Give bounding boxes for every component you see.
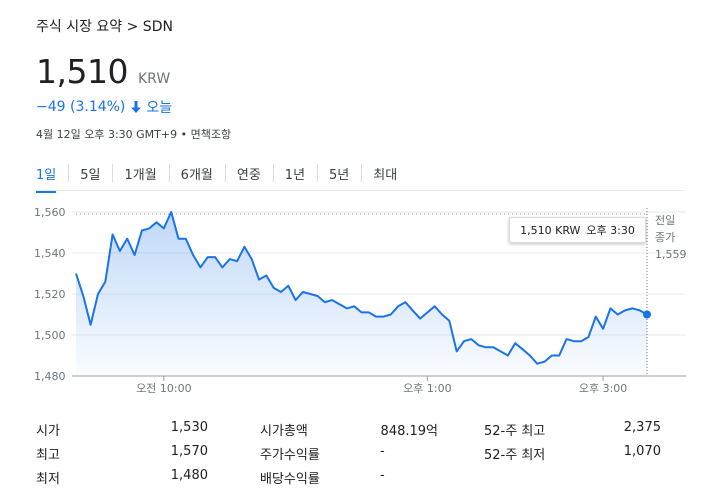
prev-close-label: 전일 종가 1,559 bbox=[655, 212, 687, 263]
stat-label: 시가 bbox=[36, 424, 60, 439]
stat-value: 848.19억 bbox=[380, 424, 438, 439]
price-change-row: −49 (3.14%) 오늘 bbox=[36, 97, 172, 117]
stat-label: 52-주 최저 bbox=[484, 448, 546, 463]
stat-value: 1,570 bbox=[170, 444, 208, 459]
stat-value: 1,480 bbox=[170, 468, 208, 483]
tab-max[interactable]: 최대 bbox=[361, 160, 409, 193]
price-line bbox=[75, 211, 648, 365]
breadcrumb[interactable]: 주식 시장 요약 > SDN bbox=[36, 19, 173, 35]
y-tick-label: 1,480 bbox=[34, 370, 66, 383]
tab-1m[interactable]: 1개월 bbox=[112, 160, 168, 193]
stat-value: 1,070 bbox=[623, 444, 661, 459]
tab-5d[interactable]: 5일 bbox=[68, 160, 112, 193]
y-tick-label: 1,560 bbox=[34, 206, 66, 219]
x-tick-label: 오전 10:00 bbox=[136, 382, 191, 395]
prev-close-label-line2: 종가 bbox=[655, 231, 676, 244]
tabs-divider bbox=[36, 190, 684, 191]
stat-label: 주가수익률 bbox=[260, 448, 320, 463]
stat-value: 1,530 bbox=[170, 420, 208, 435]
stat-label: 52-주 최고 bbox=[484, 424, 546, 439]
stat-label: 시가총액 bbox=[260, 424, 308, 439]
last-price-point bbox=[643, 310, 651, 319]
tooltip-price: 1,510 KRW bbox=[520, 223, 581, 237]
price-area bbox=[76, 212, 647, 376]
y-tick-label: 1,540 bbox=[34, 247, 66, 260]
tab-ytd[interactable]: 연중 bbox=[224, 160, 273, 193]
stat-label: 배당수익률 bbox=[260, 472, 320, 487]
tab-1d[interactable]: 1일 bbox=[24, 160, 68, 193]
price-change: −49 (3.14%) bbox=[36, 99, 126, 115]
prev-close-value: 1,559 bbox=[655, 248, 687, 261]
tab-6m[interactable]: 6개월 bbox=[168, 160, 225, 193]
range-tabs: 1일 5일 1개월 6개월 연중 1년 5년 최대 bbox=[24, 160, 409, 193]
timestamp-disclaimer[interactable]: 4월 12일 오후 3:30 GMT+9 • 면책조항 bbox=[36, 128, 232, 141]
change-period: 오늘 bbox=[146, 100, 173, 116]
stat-label: 최고 bbox=[36, 448, 60, 463]
stat-value: 2,375 bbox=[623, 420, 661, 435]
y-tick-label: 1,500 bbox=[34, 329, 66, 342]
prev-close-label-line1: 전일 bbox=[655, 214, 676, 227]
tab-5y[interactable]: 5년 bbox=[317, 160, 361, 193]
price-chart[interactable]: 1,480 1,500 1,520 1,540 1,560 오전 10:00 오후 1:00… bbox=[0, 195, 720, 405]
stat-value: - bbox=[380, 468, 385, 483]
stat-label: 최저 bbox=[36, 472, 60, 487]
arrow-down-icon bbox=[131, 101, 142, 113]
x-tick-label: 오후 1:00 bbox=[403, 382, 451, 395]
tooltip-time: 오후 3:30 bbox=[586, 224, 635, 237]
chart-tooltip: 1,510 KRW 오후 3:30 bbox=[509, 217, 646, 243]
tab-1y[interactable]: 1년 bbox=[272, 160, 317, 193]
price-row: 1,510 KRW bbox=[36, 52, 170, 91]
currency-label: KRW bbox=[137, 71, 171, 87]
stat-value: - bbox=[380, 444, 385, 459]
x-tick-label: 오후 3:00 bbox=[579, 382, 627, 395]
current-price: 1,510 bbox=[36, 52, 128, 91]
y-tick-label: 1,520 bbox=[34, 288, 66, 301]
